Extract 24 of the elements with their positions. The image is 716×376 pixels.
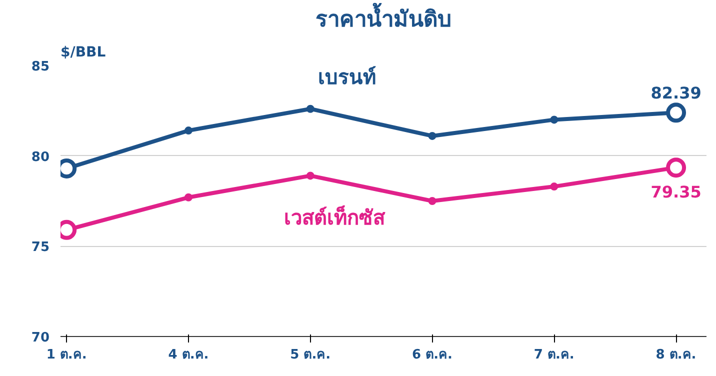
x-tick-label: 6 ต.ค. <box>412 348 452 362</box>
x-tick-label: 5 ต.ค. <box>290 348 331 362</box>
x-tick-label: 8 ต.ค. <box>656 348 696 362</box>
x-tick-label: 7 ต.ค. <box>534 348 574 362</box>
point <box>428 132 436 140</box>
x-tick-label: 4 ต.ค. <box>168 348 209 362</box>
x-tick-label: 1 ต.ค. <box>46 348 87 362</box>
point <box>184 126 192 135</box>
data-label: 79.35 <box>650 182 702 202</box>
data-label: 82.39 <box>650 84 702 103</box>
y-tick-label: 70 <box>31 330 50 346</box>
point <box>306 104 314 113</box>
series-label: เวสต์เท็กซัส <box>284 204 386 230</box>
point <box>550 116 558 124</box>
series-label: เบรนท์ <box>318 64 376 89</box>
y-tick-label: 85 <box>31 60 50 74</box>
point <box>184 193 192 202</box>
y-tick-label: 75 <box>31 240 50 256</box>
point <box>550 182 558 191</box>
point <box>428 197 436 205</box>
chart-title: ราคาน้ำมันดิบ <box>316 2 452 32</box>
y-axis-title: $/BBL <box>60 44 106 60</box>
y-tick-label: 80 <box>31 150 50 165</box>
point <box>306 172 314 180</box>
